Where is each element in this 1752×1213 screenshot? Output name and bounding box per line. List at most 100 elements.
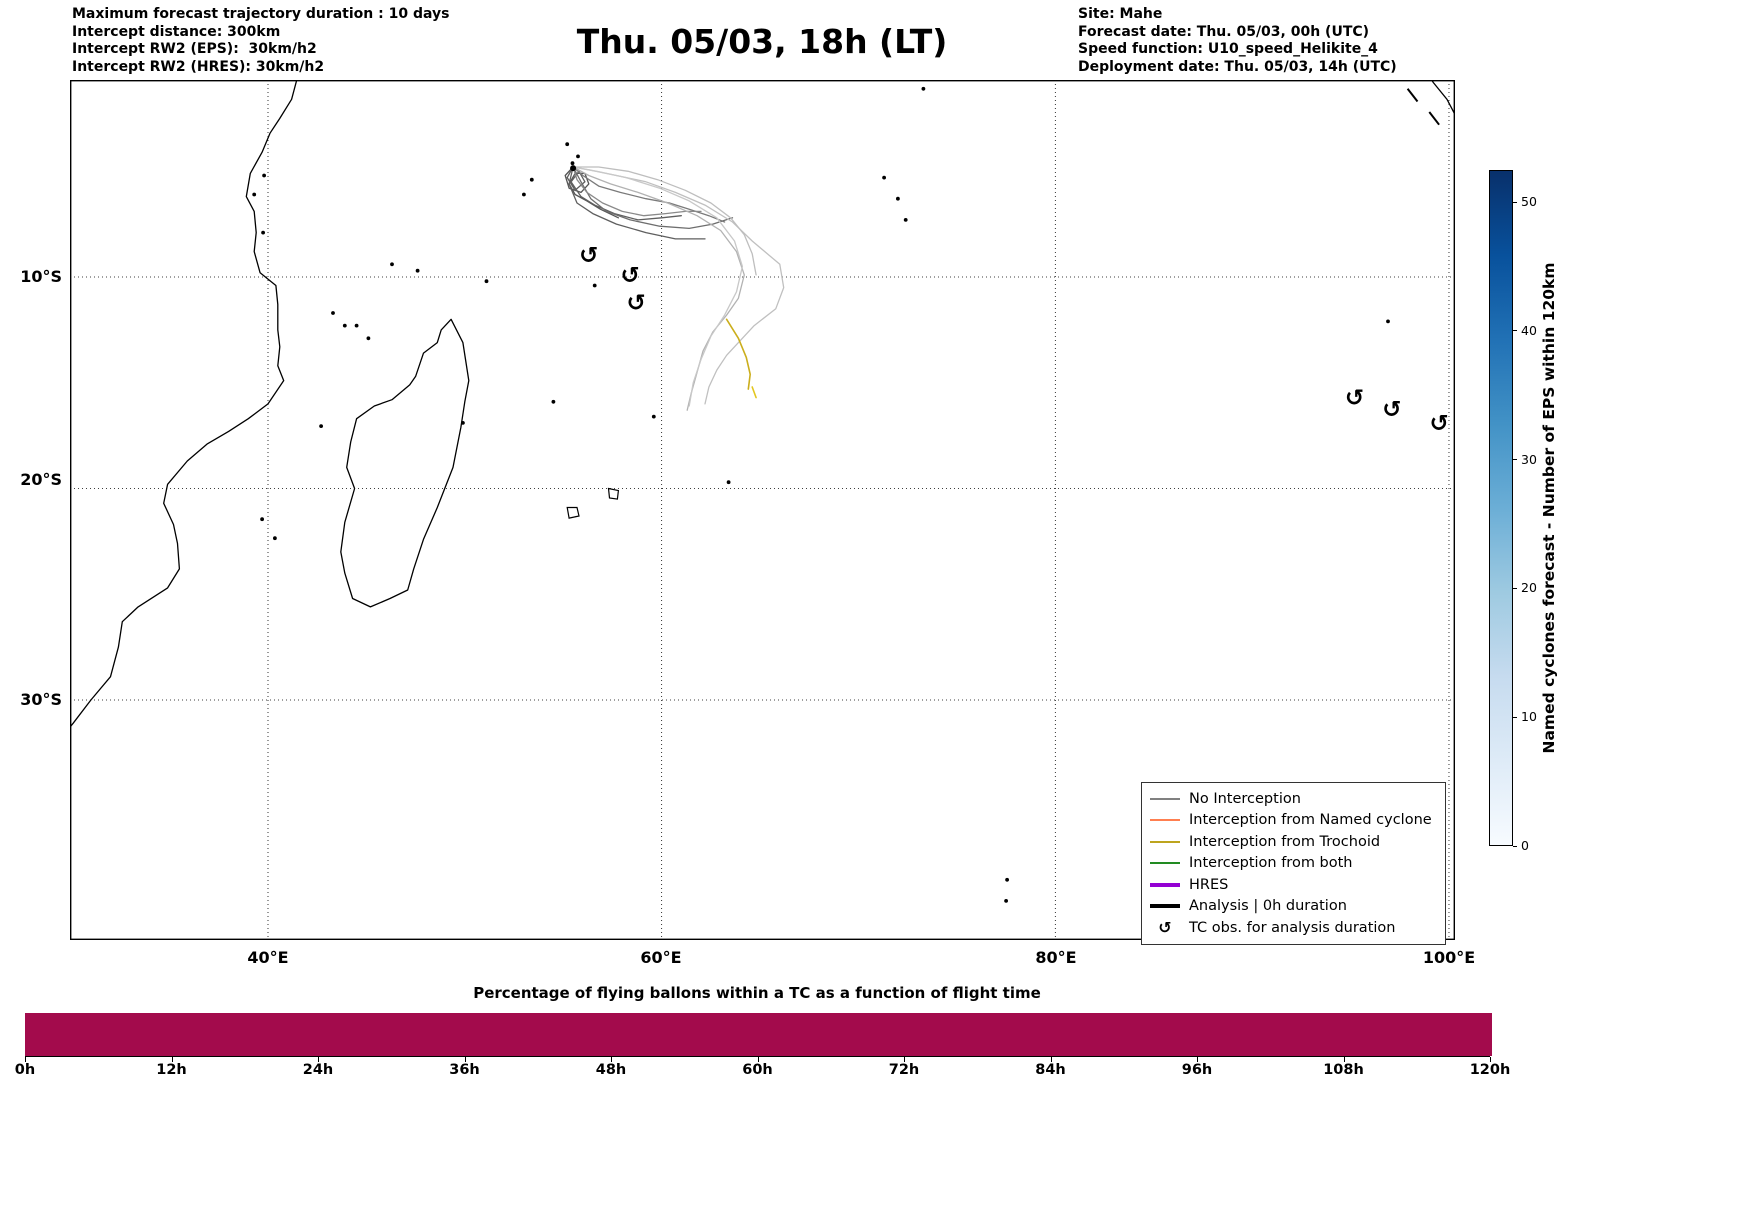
gridlines	[70, 80, 1455, 940]
analysis-start-point	[570, 165, 577, 172]
x-axis-label-100e: 100°E	[1422, 948, 1476, 967]
y-axis-label-20s: 20°S	[20, 470, 62, 489]
tc-obs-markers: ↺↺↺↺ ↺↺	[579, 243, 1449, 437]
info-line: Speed function: U10_speed_Helikite_4	[1078, 41, 1378, 57]
x-axis-tick-mark	[904, 1057, 905, 1062]
x-axis-label-80e: 80°E	[1035, 948, 1077, 967]
x-axis-tick-label: 48h	[595, 1062, 627, 1078]
colorbar-tick-label: 20	[1521, 580, 1537, 596]
islands	[252, 86, 1390, 903]
bar-segment	[25, 1013, 161, 1056]
x-axis-tick-label: 96h	[1181, 1062, 1213, 1078]
legend-line-sample	[1150, 862, 1180, 865]
colorbar	[1489, 170, 1513, 846]
legend-line-sample	[1150, 904, 1180, 909]
colorbar-tick-mark	[1513, 716, 1517, 718]
bar-segment	[690, 1013, 827, 1056]
legend-line-sample	[1150, 819, 1180, 822]
colorbar-tick-mark	[1513, 459, 1517, 461]
x-axis-tick-mark	[757, 1057, 759, 1062]
colorbar-tick-label: 50	[1521, 194, 1537, 210]
tc-obs-icon: ↺	[1382, 397, 1401, 423]
setting-line: Intercept RW2 (EPS): 30km/h2	[72, 41, 317, 57]
colorbar-tick-label: 10	[1521, 709, 1537, 725]
x-axis-tick-label: 84h	[1035, 1062, 1066, 1078]
colorbar-tick-mark	[1513, 330, 1517, 332]
colorbar-tick-mark	[1513, 587, 1517, 589]
x-axis-tick-label: 36h	[449, 1062, 480, 1078]
tc-obs-icon: ↺	[621, 263, 640, 289]
y-axis-label-30s: 30°S	[20, 690, 62, 709]
figure-title: Thu. 05/03, 18h (LT)	[576, 22, 948, 61]
legend-row: Interception from both	[1150, 853, 1437, 875]
balloon-percentage-bar	[25, 1013, 1493, 1057]
coastlines	[58, 66, 1457, 741]
legend-label: No Interception	[1189, 790, 1301, 807]
bar-segment	[158, 1013, 294, 1056]
map-legend: No Interception Interception from Named c…	[1141, 782, 1446, 945]
legend-line-sample	[1150, 882, 1180, 887]
run-settings-block: Maximum forecast trajectory duration : 1…	[72, 6, 449, 76]
x-axis-tick-mark	[464, 1057, 466, 1062]
tc-obs-icon: ↺	[579, 243, 598, 269]
bar-segment	[557, 1013, 694, 1056]
trajectories	[564, 165, 785, 411]
x-axis-tick-label: 120h	[1469, 1062, 1511, 1078]
bar-segment	[1356, 1013, 1493, 1056]
x-axis-tick-mark	[1490, 1057, 1491, 1062]
colorbar-tick-label: 30	[1521, 451, 1537, 467]
forecast-info-block: Site: Mahe Forecast date: Thu. 05/03, 00…	[1078, 6, 1397, 76]
legend-row: No Interception	[1150, 788, 1437, 810]
legend-label: Interception from both	[1189, 855, 1353, 872]
legend-line-sample	[1150, 797, 1180, 800]
info-line: Deployment date: Thu. 05/03, 14h (UTC)	[1078, 58, 1397, 75]
x-axis-label-60e: 60°E	[640, 948, 682, 967]
legend-row: ↺ TC obs. for analysis duration	[1150, 917, 1437, 939]
colorbar-tick-mark	[1513, 201, 1517, 203]
x-axis-tick-label: 108h	[1323, 1062, 1364, 1078]
setting-line: Maximum forecast trajectory duration : 1…	[72, 6, 450, 22]
setting-line: Intercept distance: 300km	[72, 23, 281, 40]
legend-row: Analysis | 0h duration	[1150, 896, 1437, 918]
legend-label: TC obs. for analysis duration	[1189, 919, 1396, 936]
tc-obs-icon: ↺	[626, 290, 645, 316]
x-axis-tick-mark	[1197, 1057, 1198, 1062]
x-axis-tick-mark	[25, 1057, 26, 1062]
legend-row: Interception from Named cyclone	[1150, 810, 1437, 832]
x-axis-tick-label: 72h	[888, 1062, 920, 1078]
colorbar-tick-label: 0	[1521, 838, 1529, 853]
bar-segment	[1090, 1013, 1226, 1056]
bar-segment	[957, 1013, 1093, 1056]
colorbar-label: Named cyclones forecast - Number of EPS …	[1540, 262, 1558, 754]
x-axis-tick-mark	[1050, 1057, 1052, 1062]
bar-segment	[424, 1013, 560, 1056]
legend-label: HRES	[1189, 876, 1229, 893]
colorbar-tick-mark	[1513, 845, 1517, 847]
legend-line-sample	[1150, 840, 1180, 843]
x-axis-tick-mark	[318, 1057, 319, 1062]
bottom-chart-title: Percentage of flying ballons within a TC…	[473, 984, 1041, 1002]
legend-row: HRES	[1150, 874, 1437, 896]
tc-obs-icon: ↺	[1429, 411, 1448, 437]
map-border	[69, 79, 1455, 940]
x-axis-tick-mark	[171, 1057, 173, 1062]
bar-segment	[1223, 1013, 1359, 1056]
tc-obs-icon: ↺	[1345, 386, 1364, 412]
bar-segment	[291, 1013, 427, 1056]
x-axis-label-40e: 40°E	[247, 948, 289, 967]
x-axis-tick-label: 60h	[742, 1062, 773, 1078]
x-axis-tick-mark	[1343, 1057, 1345, 1062]
legend-label: Interception from Named cyclone	[1189, 812, 1432, 829]
bar-segment	[824, 1013, 960, 1056]
colorbar-tick-label: 40	[1521, 322, 1537, 338]
tc-obs-icon: ↺	[1158, 918, 1172, 938]
legend-row: Interception from Trochoid	[1150, 831, 1437, 853]
x-axis-tick-label: 12h	[156, 1062, 187, 1078]
legend-label: Interception from Trochoid	[1189, 833, 1381, 850]
x-axis-tick-label: 24h	[302, 1062, 334, 1078]
setting-line: Intercept RW2 (HRES): 30km/h2	[72, 58, 325, 75]
info-line: Site: Mahe	[1078, 6, 1163, 22]
y-axis-label-10s: 10°S	[20, 267, 62, 286]
legend-label: Analysis | 0h duration	[1189, 898, 1347, 915]
